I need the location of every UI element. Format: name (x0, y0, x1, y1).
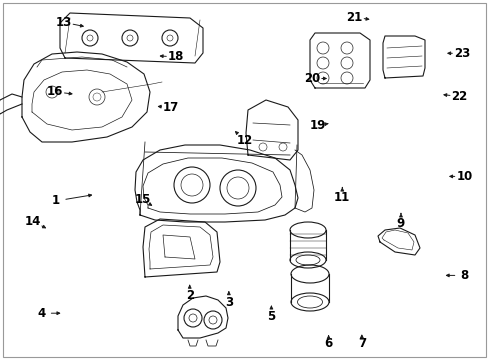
Text: 2: 2 (185, 289, 193, 302)
Text: 9: 9 (396, 217, 404, 230)
Text: 5: 5 (267, 310, 275, 323)
Text: 11: 11 (333, 191, 350, 204)
Text: 15: 15 (134, 193, 151, 206)
Text: 14: 14 (25, 215, 41, 228)
Text: 22: 22 (450, 90, 467, 103)
Text: 18: 18 (167, 50, 184, 63)
Text: 16: 16 (46, 85, 63, 98)
Text: 13: 13 (55, 16, 72, 29)
Text: 6: 6 (324, 337, 332, 350)
Text: 20: 20 (303, 72, 320, 85)
Text: 19: 19 (309, 119, 325, 132)
Text: 4: 4 (38, 307, 45, 320)
Text: 7: 7 (357, 337, 365, 350)
Text: 10: 10 (455, 170, 472, 183)
Text: 1: 1 (52, 194, 60, 207)
Text: 23: 23 (453, 47, 469, 60)
Text: 12: 12 (236, 134, 252, 147)
Text: 8: 8 (460, 269, 468, 282)
Text: 17: 17 (163, 101, 179, 114)
Text: 3: 3 (224, 296, 232, 309)
Text: 21: 21 (346, 11, 362, 24)
